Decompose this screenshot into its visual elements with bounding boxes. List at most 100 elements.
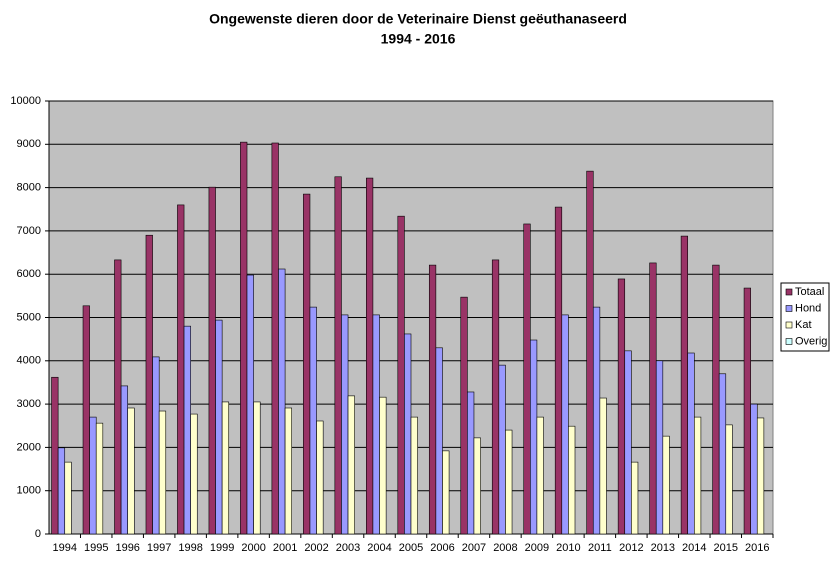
bar xyxy=(271,142,279,535)
bar xyxy=(183,325,191,535)
bar xyxy=(530,339,538,535)
bar xyxy=(303,193,311,535)
bar xyxy=(750,403,758,535)
legend-label: Hond xyxy=(795,302,821,314)
bar xyxy=(712,264,720,535)
bar xyxy=(442,450,450,535)
bar xyxy=(523,223,531,535)
bar xyxy=(316,420,324,535)
bar xyxy=(435,347,443,535)
bar xyxy=(743,287,751,535)
bar xyxy=(617,278,626,535)
bar xyxy=(120,385,128,535)
legend-label: Overig xyxy=(795,335,827,347)
bar xyxy=(208,186,216,535)
y-tick-label: 2000 xyxy=(17,441,41,453)
y-tick-label: 6000 xyxy=(17,268,41,280)
legend-swatch xyxy=(785,288,793,296)
bar xyxy=(366,177,374,535)
bar xyxy=(215,319,223,535)
legend-label: Kat xyxy=(795,319,812,331)
y-tick-label: 1000 xyxy=(17,485,41,497)
bar xyxy=(404,333,412,535)
bar xyxy=(253,401,261,535)
legend-label: Totaal xyxy=(795,286,824,298)
x-tick-label: 2012 xyxy=(619,542,643,554)
bar xyxy=(498,364,506,535)
chart-subtitle: 1994 - 2016 xyxy=(381,31,456,47)
bar xyxy=(561,314,569,535)
bar xyxy=(372,314,380,535)
legend-swatch xyxy=(785,338,793,345)
x-tick-label: 2016 xyxy=(745,542,769,554)
bar xyxy=(536,416,544,535)
bar xyxy=(473,437,481,535)
x-tick-label: 2015 xyxy=(714,542,738,554)
x-tick-label: 2010 xyxy=(556,542,580,554)
bar xyxy=(505,429,513,535)
y-tick-label: 9000 xyxy=(17,138,41,150)
x-tick-label: 2004 xyxy=(367,542,391,554)
bar xyxy=(95,422,104,535)
bar xyxy=(190,413,198,535)
bar xyxy=(467,391,475,535)
x-tick-label: 1999 xyxy=(210,542,234,554)
bar xyxy=(491,259,500,535)
x-tick-label: 2003 xyxy=(336,542,360,554)
bar xyxy=(152,356,160,535)
bar xyxy=(347,395,355,535)
x-tick-label: 2001 xyxy=(273,542,297,554)
bar xyxy=(246,274,254,535)
bar xyxy=(655,360,664,535)
bar xyxy=(694,416,702,535)
bar xyxy=(51,376,59,535)
x-tick-label: 2000 xyxy=(241,542,265,554)
x-tick-label: 2007 xyxy=(462,542,486,554)
bar xyxy=(64,461,72,535)
y-tick-label: 3000 xyxy=(17,398,41,410)
y-tick-label: 10000 xyxy=(10,95,41,107)
x-tick-label: 2011 xyxy=(588,542,612,554)
chart-title: Ongewenste dieren door de Veterinaire Di… xyxy=(209,11,627,27)
x-tick-label: 1997 xyxy=(147,542,171,554)
bar xyxy=(278,268,286,535)
bar xyxy=(158,410,167,535)
bar xyxy=(649,262,657,535)
bar xyxy=(240,141,248,535)
bar xyxy=(145,234,153,535)
bar xyxy=(57,447,66,535)
bar xyxy=(624,350,632,535)
y-tick-label: 4000 xyxy=(17,355,41,367)
bar xyxy=(718,373,727,535)
x-tick-label: 1998 xyxy=(178,542,202,554)
y-tick-label: 8000 xyxy=(17,182,41,194)
bar xyxy=(687,352,695,535)
bar xyxy=(410,416,418,535)
bar xyxy=(631,461,639,535)
x-tick-label: 1995 xyxy=(84,542,108,554)
bar xyxy=(114,259,122,535)
bar xyxy=(586,170,594,535)
x-tick-label: 1994 xyxy=(52,542,76,554)
bar xyxy=(397,215,405,535)
bar xyxy=(177,204,185,535)
bar xyxy=(82,305,90,535)
x-tick-label: 2006 xyxy=(430,542,454,554)
bar xyxy=(756,417,765,535)
bar xyxy=(725,424,733,535)
x-tick-label: 2014 xyxy=(682,542,706,554)
bar xyxy=(568,425,576,535)
bar xyxy=(127,407,135,535)
y-tick-label: 5000 xyxy=(17,311,41,323)
bar xyxy=(599,397,607,535)
bar xyxy=(334,176,342,535)
bar xyxy=(221,401,230,535)
x-tick-label: 2009 xyxy=(525,542,549,554)
y-tick-label: 7000 xyxy=(17,225,41,237)
legend-swatch xyxy=(785,305,793,312)
bar xyxy=(284,407,292,535)
bar xyxy=(680,235,689,535)
bar xyxy=(554,206,563,535)
bar xyxy=(592,306,601,535)
